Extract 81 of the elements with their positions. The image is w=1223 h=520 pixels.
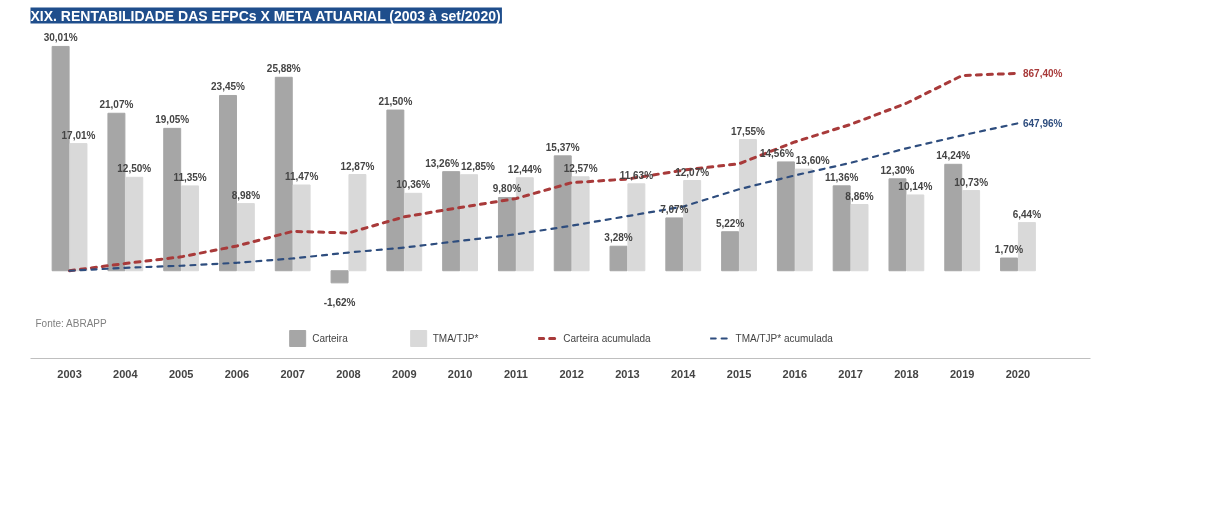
data-label: 1,70% [994, 244, 1024, 256]
x-tick-label: 2011 [503, 367, 528, 380]
data-label: 21,07% [99, 99, 134, 111]
x-tick-label: 2015 [726, 367, 752, 380]
bar [962, 190, 981, 272]
legend-label: TMA/TJP* acumulada [735, 332, 833, 344]
data-label: 19,05% [155, 114, 190, 126]
x-tick-label: 2018 [894, 367, 919, 380]
bar [181, 185, 200, 272]
bar [665, 217, 684, 272]
bar [348, 174, 367, 272]
bar [609, 245, 628, 272]
data-label: 647,96% [1022, 117, 1063, 129]
bar [236, 203, 255, 272]
data-label: 867,40% [1022, 67, 1063, 79]
x-tick-label: 2003 [57, 367, 82, 380]
data-label: 8,98% [231, 189, 261, 201]
source-note: Fonte: ABRAPP [35, 317, 107, 329]
x-tick-label: 2008 [336, 367, 361, 380]
data-label: 3,28% [604, 232, 633, 244]
data-label: 12,44% [507, 163, 542, 175]
bar [906, 194, 925, 272]
x-tick-label: 2017 [838, 367, 863, 380]
data-label: 7,07% [660, 203, 689, 215]
data-label: 14,24% [936, 150, 971, 162]
data-label: 23,45% [211, 81, 246, 93]
data-label: 13,60% [795, 155, 830, 167]
data-label: 6,44% [1012, 208, 1042, 220]
data-label: 10,36% [396, 179, 431, 191]
bar [794, 168, 813, 272]
bar [850, 204, 869, 272]
data-label: 12,85% [461, 160, 496, 172]
x-tick-label: 2005 [168, 367, 194, 380]
bar [404, 192, 423, 272]
data-label: 12,07% [675, 166, 710, 178]
bar [125, 176, 144, 272]
bar [442, 171, 461, 272]
x-tick-label: 2006 [224, 367, 250, 380]
bar [1000, 257, 1019, 272]
data-label: 11,36% [825, 171, 859, 183]
data-label: -1,62% [323, 296, 356, 308]
data-label: 12,50% [117, 163, 152, 175]
data-label: 17,55% [730, 125, 766, 137]
data-label: 11,35% [173, 171, 207, 183]
data-label: 10,73% [954, 176, 989, 188]
bar [571, 176, 590, 272]
data-label: 5,22% [715, 217, 745, 229]
data-label: 12,30% [880, 164, 915, 176]
data-label: 30,01% [43, 32, 78, 44]
bar [292, 184, 311, 272]
x-tick-label: 2016 [782, 367, 808, 380]
bar [460, 174, 478, 272]
x-tick-label: 2012 [559, 367, 584, 380]
bar [330, 270, 349, 284]
x-tick-label: 2014 [671, 367, 697, 380]
bar [497, 197, 516, 272]
x-tick-label: 2013 [615, 367, 640, 380]
data-label: 15,37% [545, 141, 580, 153]
x-tick-label: 2010 [447, 367, 473, 380]
data-label: 25,88% [266, 63, 301, 75]
legend-label: Carteira [312, 332, 348, 344]
legend-label: Carteira acumulada [563, 332, 651, 344]
x-tick-label: 2020 [1005, 367, 1031, 380]
bar [69, 143, 88, 272]
chart-title: XIX. RENTABILIDADE DAS EFPCs X META ATUARIAL (2003 à set/2020) [30, 7, 501, 24]
data-label: 11,47% [284, 171, 319, 183]
x-tick-label: 2009 [392, 367, 417, 380]
x-tick-label: 2007 [280, 367, 305, 380]
data-label: 21,50% [378, 96, 413, 108]
x-tick-label: 2004 [113, 367, 139, 380]
data-label: 8,86% [845, 190, 874, 202]
data-label: 17,01% [61, 129, 96, 141]
data-label: 12,87% [340, 160, 375, 172]
data-label: 9,80% [492, 183, 522, 195]
data-label: 13,26% [425, 157, 460, 169]
data-label: 10,14% [898, 180, 933, 192]
data-label: 12,57% [563, 162, 598, 174]
legend-label: TMA/TJP* [432, 332, 479, 344]
x-tick-label: 2019 [949, 367, 975, 380]
bar [721, 231, 740, 272]
bar [776, 161, 795, 272]
